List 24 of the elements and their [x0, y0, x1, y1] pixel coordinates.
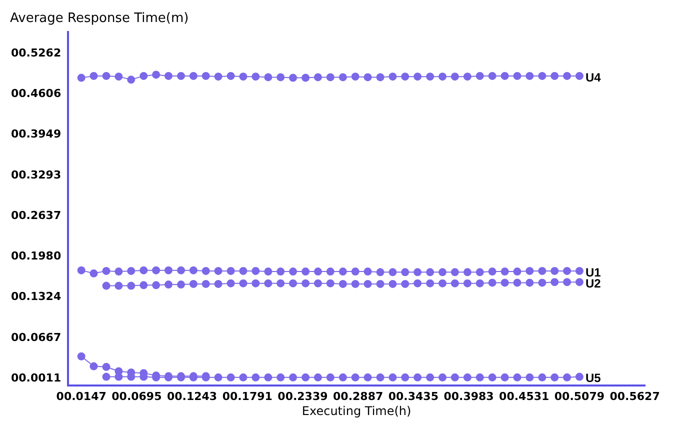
x-tick-label: 00.3983: [444, 390, 494, 403]
y-tick-label: 00.1980: [10, 250, 62, 263]
y-tick-label: 00.1324: [10, 290, 62, 304]
y-tick-label: 00.2637: [10, 208, 62, 222]
x-tick-label: 00.0147: [56, 390, 106, 403]
series-label: U5: [585, 371, 602, 386]
y-tick-label: 00.3293: [10, 168, 62, 182]
y-axis-title: Average Response Time(m): [10, 10, 189, 26]
x-tick-label: 00.4531: [499, 390, 550, 403]
y-tick-label: 00.0011: [10, 371, 62, 384]
series-label: U4: [585, 70, 602, 84]
x-tick-label: 00.5079: [554, 390, 605, 403]
x-tick-label: 00.3435: [388, 390, 438, 403]
x-tick-label: 00.1243: [166, 390, 218, 403]
x-axis-title: Executing Time(h): [302, 404, 412, 418]
x-tick-label: 00.2887: [333, 390, 384, 403]
x-tick-label: 00.5627: [610, 390, 660, 403]
y-tick-label: 00.3949: [10, 128, 62, 141]
x-tick-label: 00.0695: [112, 390, 162, 403]
y-tick-label: 00.0667: [10, 330, 62, 344]
x-tick-label: 00.2339: [278, 390, 328, 403]
x-tick-label: 00.1791: [222, 390, 272, 403]
y-tick-label: 00.4606: [10, 87, 62, 100]
y-tick-label: 00.5262: [10, 46, 62, 60]
